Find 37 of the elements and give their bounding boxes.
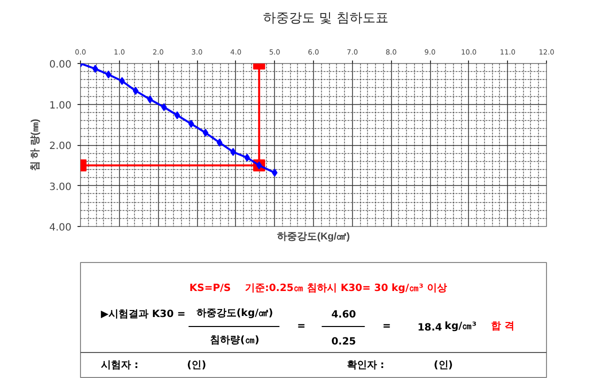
point — [174, 111, 180, 120]
chart-title: 하중강도 및 침하도표 — [263, 11, 388, 26]
point — [272, 168, 278, 177]
point — [147, 95, 153, 104]
text: 시험자 : — [100, 360, 138, 371]
point — [230, 148, 236, 156]
text: ▶시험결과 K30 = — [100, 309, 186, 320]
text: 침하량(㎝) — [210, 335, 260, 346]
point — [92, 64, 98, 73]
y-tick-label: 3.00 — [49, 182, 72, 193]
point — [106, 70, 112, 78]
y-tick-label: 0.00 — [49, 60, 72, 70]
y-tick-label: 4.00 — [49, 222, 72, 234]
point — [161, 103, 167, 112]
text: (인) — [187, 360, 206, 371]
x-axis-title: 하중강도(Kg/㎠) — [277, 232, 350, 242]
text: 기준:0.25㎝ 침하시 K30= 30 kg/㎝³ 이상 — [244, 283, 447, 294]
y-tick-label: 2.00 — [49, 141, 72, 152]
point — [132, 86, 138, 95]
y-tick-label: 1.00 — [49, 100, 72, 112]
text: 확인자 : — [346, 360, 384, 371]
text: KS=P/S — [189, 283, 231, 294]
text: (인) — [434, 360, 453, 371]
text: = — [297, 321, 306, 332]
point — [119, 77, 125, 86]
point — [202, 128, 208, 137]
text: 하중강도(kg/㎠) — [196, 308, 274, 319]
point — [188, 120, 194, 128]
y-axis-title: 침 하 량(㎜) — [30, 118, 42, 172]
text: 합 격 — [490, 321, 514, 332]
text: 0.25 — [331, 336, 356, 348]
text: 4.60 — [331, 310, 356, 320]
point — [244, 154, 250, 162]
point — [216, 138, 222, 147]
text: = — [382, 321, 391, 332]
text: kg/㎝³ — [444, 321, 477, 332]
text: 18.4 — [417, 322, 442, 334]
